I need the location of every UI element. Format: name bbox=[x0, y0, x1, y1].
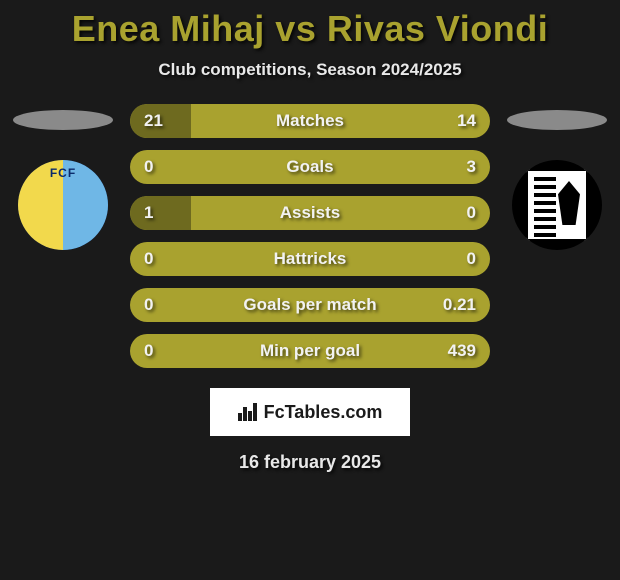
stat-value-right: 0 bbox=[467, 203, 476, 223]
page-title: Enea Mihaj vs Rivas Viondi bbox=[0, 8, 620, 50]
subtitle: Club competitions, Season 2024/2025 bbox=[0, 60, 620, 80]
right-player-col bbox=[502, 104, 612, 250]
left-player-col: FCF bbox=[8, 104, 118, 250]
body-row: FCF 21Matches140Goals31Assists00Hattrick… bbox=[0, 104, 620, 368]
stat-label: Min per goal bbox=[130, 341, 490, 361]
badge-text: FCF bbox=[18, 166, 108, 180]
stat-value-right: 0.21 bbox=[443, 295, 476, 315]
stat-label: Hattricks bbox=[130, 249, 490, 269]
stat-label: Matches bbox=[130, 111, 490, 131]
stat-value-right: 439 bbox=[448, 341, 476, 361]
stat-label: Goals bbox=[130, 157, 490, 177]
date-text: 16 february 2025 bbox=[0, 452, 620, 473]
bar-chart-icon bbox=[238, 403, 260, 421]
badge-inner-crest bbox=[526, 169, 588, 241]
stat-row: 21Matches14 bbox=[130, 104, 490, 138]
stat-value-right: 0 bbox=[467, 249, 476, 269]
stat-label: Assists bbox=[130, 203, 490, 223]
stat-value-right: 14 bbox=[457, 111, 476, 131]
stat-row: 0Goals per match0.21 bbox=[130, 288, 490, 322]
player-shadow-ellipse bbox=[13, 110, 113, 130]
player-shadow-ellipse bbox=[507, 110, 607, 130]
stat-row: 0Goals3 bbox=[130, 150, 490, 184]
comparison-infographic: Enea Mihaj vs Rivas Viondi Club competit… bbox=[0, 0, 620, 473]
stat-row: 1Assists0 bbox=[130, 196, 490, 230]
stat-row: 0Hattricks0 bbox=[130, 242, 490, 276]
watermark: FcTables.com bbox=[210, 388, 410, 436]
stats-column: 21Matches140Goals31Assists00Hattricks00G… bbox=[130, 104, 490, 368]
right-club-badge bbox=[512, 160, 602, 250]
watermark-text: FcTables.com bbox=[264, 402, 383, 423]
stat-value-right: 3 bbox=[467, 157, 476, 177]
stat-row: 0Min per goal439 bbox=[130, 334, 490, 368]
left-club-badge: FCF bbox=[18, 160, 108, 250]
stat-label: Goals per match bbox=[130, 295, 490, 315]
